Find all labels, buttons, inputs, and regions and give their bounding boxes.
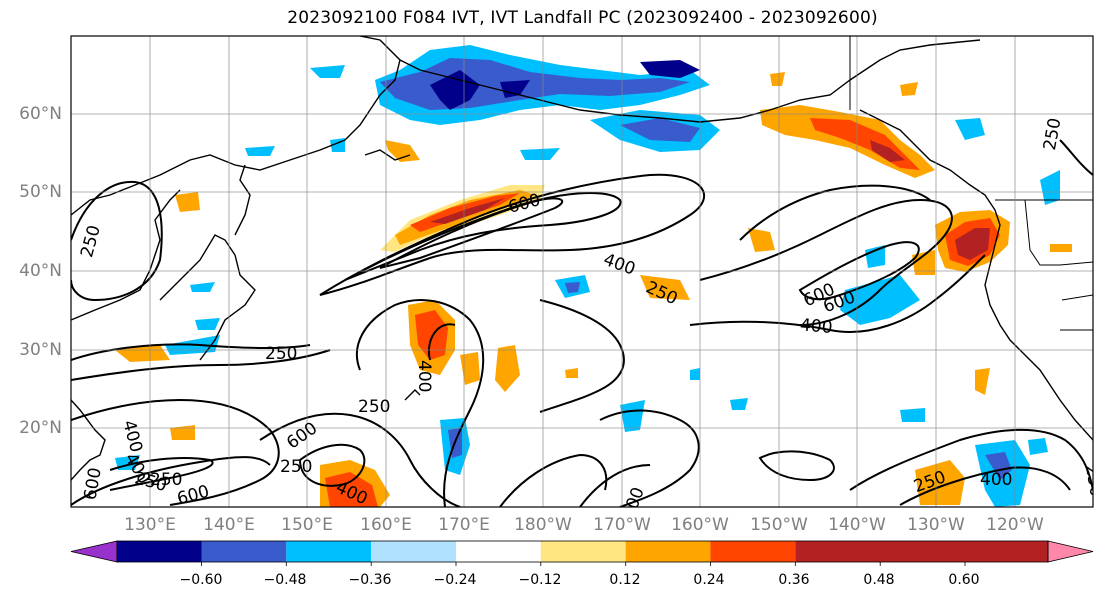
lon-label-160e: 160°E — [360, 515, 412, 535]
colorbar-segment — [625, 541, 711, 562]
colorbar-extend-low — [70, 540, 118, 563]
graticule — [71, 36, 1093, 507]
colorbar-tick-label: −0.48 — [263, 572, 307, 588]
colorbar-segment — [710, 541, 796, 562]
lon-label-170w: 170°W — [593, 515, 651, 535]
contour-label: 400 — [414, 360, 434, 392]
colorbar-segment — [371, 541, 456, 562]
colorbar-tick-label: −0.36 — [348, 572, 392, 588]
lon-label-130w: 130°W — [907, 515, 965, 535]
colorbar — [70, 540, 1094, 566]
colorbar-tick-label: −0.24 — [433, 572, 477, 588]
lon-label-180w: 180°W — [514, 515, 572, 535]
lon-label-150e: 150°E — [281, 515, 333, 535]
borders — [849, 36, 1093, 331]
contour-label: 400 — [799, 315, 833, 338]
colorbar-segment — [286, 541, 372, 562]
colorbar-tick-label: −0.60 — [179, 572, 223, 588]
lon-label-140e: 140°E — [203, 515, 255, 535]
lon-label-140w: 140°W — [828, 515, 886, 535]
lat-label-40n: 40°N — [19, 261, 62, 281]
contour-label: 00 — [623, 485, 649, 512]
map-title: 2023092100 F084 IVT, IVT Landfall PC (20… — [287, 8, 878, 28]
contour-label: 250 — [280, 457, 312, 477]
map-frame — [70, 35, 1094, 508]
colorbar-tick-label: 0.12 — [609, 572, 641, 588]
colorbar-extend-high — [1047, 540, 1094, 563]
map-panel: 600 400 250 250 600 600 400 250 250 400 … — [70, 35, 1094, 512]
contour-label: 400 — [980, 470, 1012, 490]
contour-label: 250 — [358, 397, 390, 417]
positive-pc-shading — [115, 72, 1072, 507]
contour-label: 250 — [150, 470, 182, 490]
lat-label-60n: 60°N — [19, 104, 62, 124]
colorbar-segment — [117, 541, 202, 562]
colorbar-tick-label: 0.36 — [778, 572, 810, 588]
contour-label: 250 — [265, 344, 297, 364]
lon-label-160w: 160°W — [671, 515, 729, 535]
lat-label-20n: 20°N — [19, 418, 62, 438]
colorbar-tick-label: 0.24 — [693, 572, 725, 588]
lon-label-120w: 120°W — [986, 515, 1044, 535]
colorbar-segment — [795, 541, 1048, 562]
lat-label-50n: 50°N — [19, 182, 62, 202]
colorbar-tick-label: 0.48 — [863, 572, 895, 588]
lon-label-130e: 130°E — [124, 515, 176, 535]
colorbar-tick-label: 0.60 — [948, 572, 980, 588]
colorbar-tick-label: −0.12 — [518, 572, 562, 588]
ivt-contours — [71, 139, 1093, 507]
colorbar-segment — [201, 541, 287, 562]
colorbar-outline — [116, 540, 1049, 563]
colorbar-segment — [455, 541, 541, 562]
lon-label-170e: 170°E — [438, 515, 490, 535]
lon-label-150w: 150°W — [750, 515, 808, 535]
lat-label-30n: 30°N — [19, 340, 62, 360]
contour-labels: 600 400 250 250 600 600 400 250 250 400 … — [77, 116, 1093, 512]
colorbar-segment — [540, 541, 626, 562]
